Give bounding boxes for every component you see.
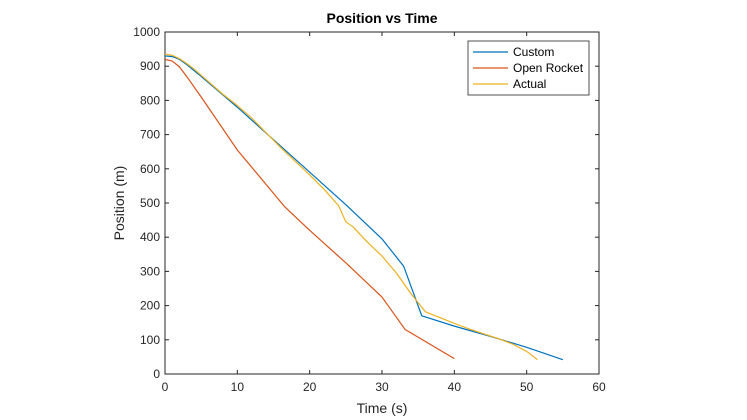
y-tick-label: 0 (153, 367, 160, 381)
y-tick-label: 600 (140, 162, 160, 176)
x-tick-label: 30 (375, 380, 389, 394)
y-tick-label: 1000 (133, 25, 160, 39)
legend-label-open-rocket: Open Rocket (513, 61, 584, 75)
legend: Custom Open Rocket Actual (467, 40, 590, 96)
series-line-actual (164, 53, 538, 361)
x-tick-label: 10 (231, 380, 245, 394)
x-axis-ticks: 0 10 20 30 40 50 60 (162, 32, 606, 394)
y-tick-label: 900 (140, 59, 160, 73)
legend-items: Custom Open Rocket Actual (473, 45, 584, 91)
x-axis-label: Time (s) (357, 400, 408, 416)
x-tick-label: 0 (162, 380, 169, 394)
series-lines (164, 53, 564, 361)
series-line-open-rocket (164, 58, 455, 360)
legend-label-custom: Custom (513, 45, 554, 59)
y-tick-label: 400 (140, 230, 160, 244)
y-tick-label: 800 (140, 93, 160, 107)
legend-label-actual: Actual (513, 77, 546, 91)
y-tick-label: 700 (140, 128, 160, 142)
x-tick-label: 60 (592, 380, 606, 394)
y-tick-label: 100 (140, 333, 160, 347)
x-tick-label: 20 (303, 380, 317, 394)
y-axis-ticks: 0 100 200 300 400 500 600 700 800 900 1000 (133, 25, 599, 381)
series-line-custom (164, 55, 564, 361)
chart-title: Position vs Time (327, 10, 438, 26)
y-tick-label: 200 (140, 299, 160, 313)
y-tick-label: 500 (140, 196, 160, 210)
x-tick-label: 50 (520, 380, 534, 394)
y-axis-label: Position (m) (111, 166, 127, 241)
y-tick-label: 300 (140, 264, 160, 278)
x-tick-label: 40 (448, 380, 462, 394)
